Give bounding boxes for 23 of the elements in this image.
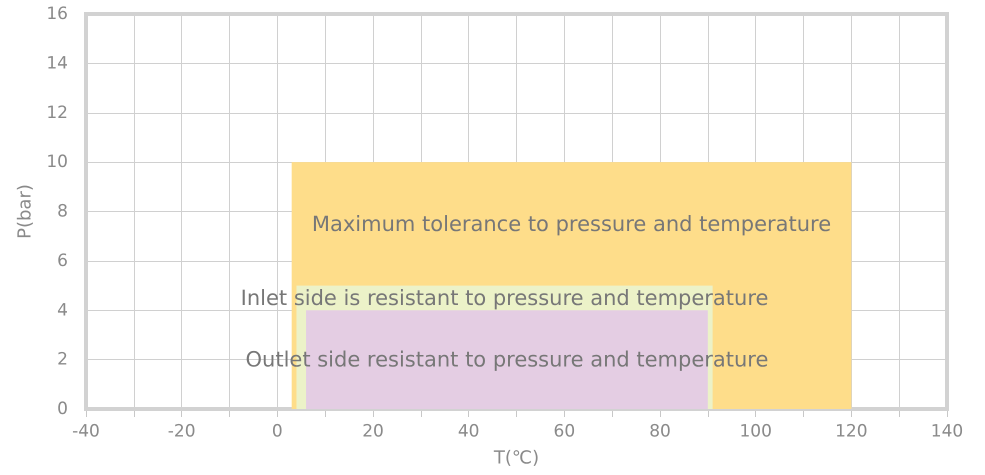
x-tick-label: 120	[835, 422, 868, 442]
y-tick-label: 12	[46, 102, 68, 123]
x-tick-label: 60	[554, 422, 576, 442]
x-tick-label: 40	[458, 422, 480, 442]
x-tick-label: 140	[930, 422, 964, 442]
y-tick-label: 2	[57, 350, 68, 370]
y-tick-label: 6	[57, 250, 68, 271]
y-tick-label: 0	[57, 399, 68, 419]
y-axis-title: P(bar)	[14, 184, 36, 239]
y-tick-label: 8	[57, 202, 68, 222]
x-tick-label: 80	[649, 422, 671, 442]
series-label: Inlet side is resistant to pressure and temperature	[240, 286, 768, 310]
y-tick-label: 4	[57, 300, 68, 320]
y-tick-label: 16	[46, 4, 68, 24]
x-tick-label: 20	[362, 422, 384, 442]
y-tick-label: 10	[46, 152, 68, 172]
x-tick-label: 100	[739, 422, 772, 442]
series-label: Maximum tolerance to pressure and temperature	[312, 212, 832, 236]
y-tick-label: 14	[46, 53, 68, 74]
x-tick-label: -40	[72, 422, 100, 442]
x-axis-title: T(℃)	[492, 448, 540, 468]
x-tick-label: -20	[168, 422, 196, 442]
x-tick-label: 0	[272, 422, 283, 442]
